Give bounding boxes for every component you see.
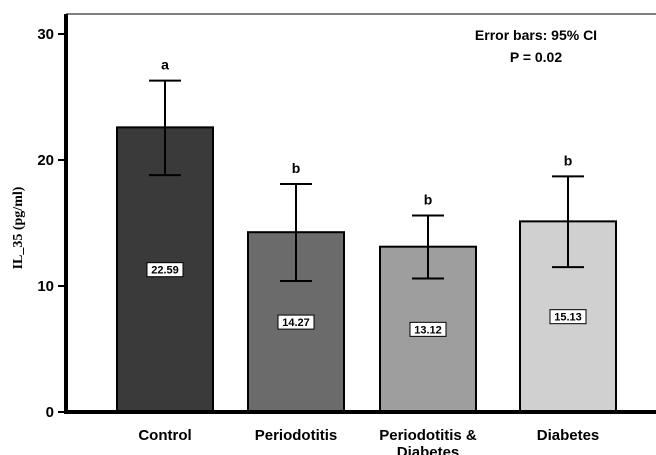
significance-letter: a — [161, 57, 169, 73]
value-label: 13.12 — [414, 324, 442, 336]
category-label: Control — [138, 427, 191, 444]
value-label-box — [277, 314, 315, 330]
y-tick-label: 30 — [37, 26, 54, 43]
y-tick-label: 20 — [37, 152, 54, 169]
significance-letter: b — [564, 152, 573, 168]
value-label-box — [549, 309, 587, 325]
y-tick-label: 0 — [46, 404, 54, 421]
significance-letter: b — [292, 160, 301, 176]
value-label-box — [146, 262, 184, 278]
category-label: Periodotitis — [255, 427, 338, 444]
category-label: Diabetes — [537, 427, 600, 444]
category-label: Periodotitis & — [379, 427, 477, 444]
error-bar-note: Error bars: 95% CI — [475, 27, 597, 43]
category-label: Diabetes — [397, 444, 460, 455]
value-label: 15.13 — [554, 312, 582, 324]
value-label: 22.59 — [151, 265, 179, 277]
significance-letter: b — [424, 191, 433, 207]
y-axis-label: IL_35 (pg/ml) — [11, 186, 26, 269]
y-tick-label: 10 — [37, 278, 54, 295]
p-value-note: P = 0.02 — [510, 49, 563, 65]
value-label-box — [409, 321, 447, 337]
value-label: 14.27 — [282, 317, 310, 329]
